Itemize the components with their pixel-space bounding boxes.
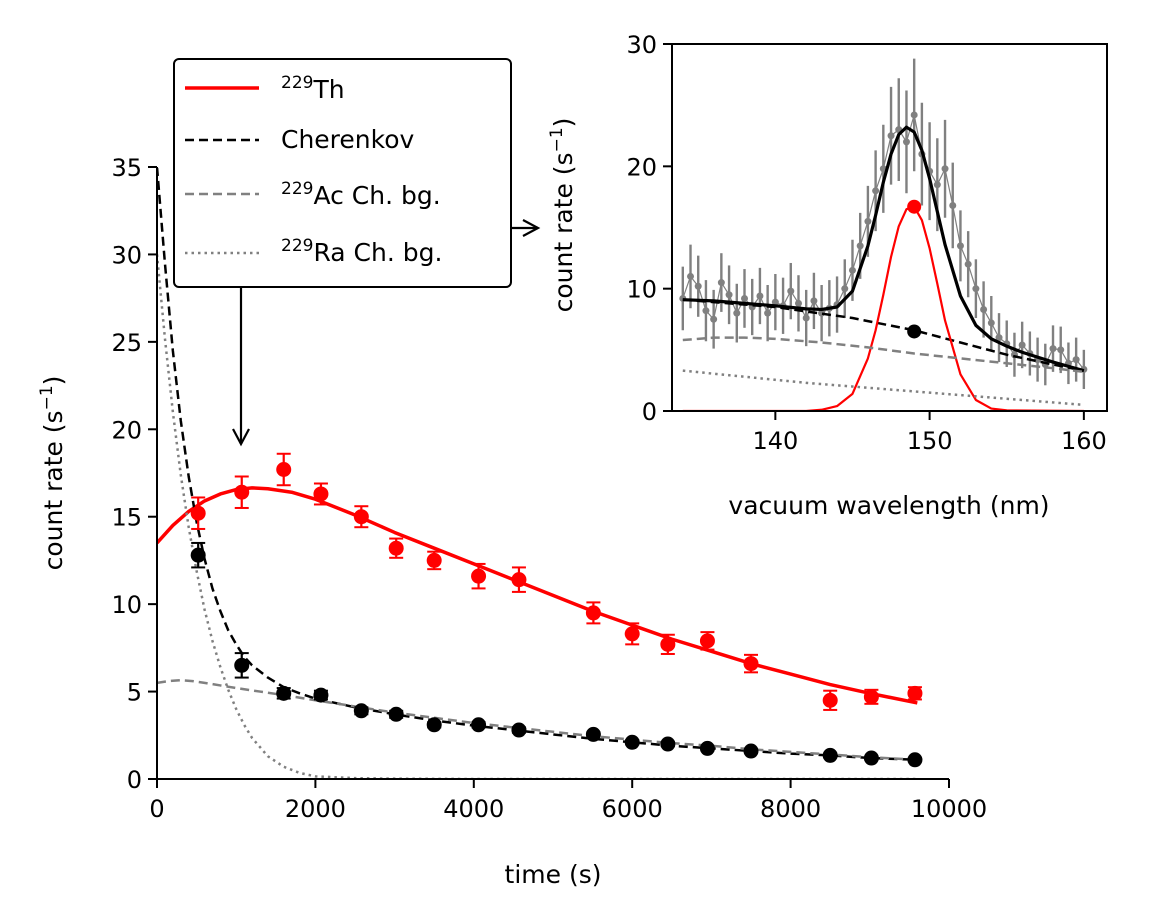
legend-label-ac: 229Ac Ch. bg. (281, 179, 441, 210)
y-tick-label: 10 (111, 591, 142, 619)
down-arrow (232, 287, 250, 447)
cherenkov-fit-line (157, 168, 918, 762)
y-tick-label: 15 (111, 504, 142, 532)
229th-peak-line (682, 205, 1084, 412)
cherenkov-data-point (907, 752, 923, 768)
y-tick-label: 30 (626, 31, 657, 59)
cherenkov-data-point (426, 717, 442, 733)
229ac-ch-bg--line (157, 678, 918, 762)
229th-data-point (313, 486, 329, 502)
x-tick-label: 10000 (911, 795, 987, 823)
229th-data-point (426, 552, 442, 568)
229th-data-point (353, 509, 369, 525)
229th-data-point (190, 505, 206, 521)
229ac-ch-bg--line (682, 336, 1085, 374)
total-fit-line (682, 125, 1085, 373)
229th-data-point (822, 692, 838, 708)
y-tick-label: 20 (111, 416, 142, 444)
x-tick-label: 150 (907, 427, 953, 455)
cherenkov-data-point (743, 743, 759, 759)
cherenkov-data-point (511, 722, 527, 738)
cherenkov-data-point (863, 750, 879, 766)
y-tick-label: 10 (626, 276, 657, 304)
cherenkov-data-point (388, 706, 404, 722)
cherenkov-data-point (822, 747, 838, 763)
x-tick-label: 8000 (760, 795, 821, 823)
cherenkov-data-point (234, 657, 250, 673)
y-tick-label: 5 (127, 679, 142, 707)
x-tick-label: 2000 (285, 795, 346, 823)
229th-data-point (907, 685, 923, 701)
y-tick-label: 0 (127, 766, 142, 794)
229th-data-point (699, 633, 715, 649)
legend: 229Th Cherenkov 229Ac Ch. bg. 229Ra Ch. … (173, 58, 512, 288)
x-tick-label: 140 (752, 427, 798, 455)
inset-frame (671, 43, 1108, 412)
cherenkov-data-point (190, 547, 206, 563)
229th-data-point (863, 689, 879, 705)
marker-point (907, 324, 922, 339)
cherenkov-data-point (585, 726, 601, 742)
right-arrow-to-inset (512, 219, 541, 237)
inset-y-axis-label: count rate (s−1) (547, 118, 578, 313)
legend-label-cherenkov: Cherenkov (281, 125, 415, 154)
cherenkov-data-point (353, 703, 369, 719)
cherenkov-data-point (471, 717, 487, 733)
y-tick-label: 25 (111, 329, 142, 357)
cherenkov-data-point (313, 687, 329, 703)
229ra-ch-bg--line (682, 369, 1084, 407)
background-fit-line (682, 298, 1085, 372)
x-tick-label: 6000 (602, 795, 663, 823)
main-y-ticks: 0 5 10 15 20 25 30 35 (111, 154, 157, 794)
229th-data-point (660, 636, 676, 652)
229th-fit-line (157, 486, 918, 705)
y-tick-label: 35 (111, 154, 142, 182)
main-x-ticks: 0 2000 4000 6000 8000 10000 (149, 779, 987, 823)
main-y-axis-label: count rate (s−1) (37, 376, 68, 571)
x-tick-label: 160 (1061, 427, 1107, 455)
legend-box (173, 58, 512, 288)
inset-x-ticks: 140 150 160 (752, 411, 1107, 455)
marker-point (907, 199, 922, 214)
x-tick-label: 4000 (443, 795, 504, 823)
229th-data-point (511, 572, 527, 588)
main-x-axis-label: time (s) (505, 860, 602, 889)
inset-plot-area (679, 58, 1088, 412)
inset-panel: 140 150 160 0 10 20 30 vacuum wavelength (nm)… (547, 31, 1108, 520)
y-tick-label: 0 (642, 398, 657, 426)
cherenkov-data-point (660, 736, 676, 752)
y-tick-label: 20 (626, 153, 657, 181)
y-tick-label: 30 (111, 241, 142, 269)
229th-data-point (585, 605, 601, 621)
229th-data-point (624, 626, 640, 642)
inset-x-axis-label: vacuum wavelength (nm) (728, 491, 1049, 520)
229th-data-point (471, 568, 487, 584)
229th-data-point (276, 462, 292, 478)
229ra-ch-bg--line (157, 254, 918, 780)
229th-data-point (743, 656, 759, 672)
legend-label-th: 229Th (281, 73, 345, 104)
inset-y-ticks: 0 10 20 30 (626, 31, 672, 426)
legend-label-ra: 229Ra Ch. bg. (281, 236, 442, 267)
x-tick-label: 0 (149, 795, 164, 823)
main-plot-area (157, 168, 923, 780)
cherenkov-data-point (699, 740, 715, 756)
cherenkov-data-point (624, 734, 640, 750)
cherenkov-data-point (276, 685, 292, 701)
main-panel: 0 2000 4000 6000 8000 10000 0 5 10 15 20 25 30 35 ti… (37, 58, 987, 889)
229th-data-point (234, 484, 250, 500)
229th-data-point (388, 540, 404, 556)
